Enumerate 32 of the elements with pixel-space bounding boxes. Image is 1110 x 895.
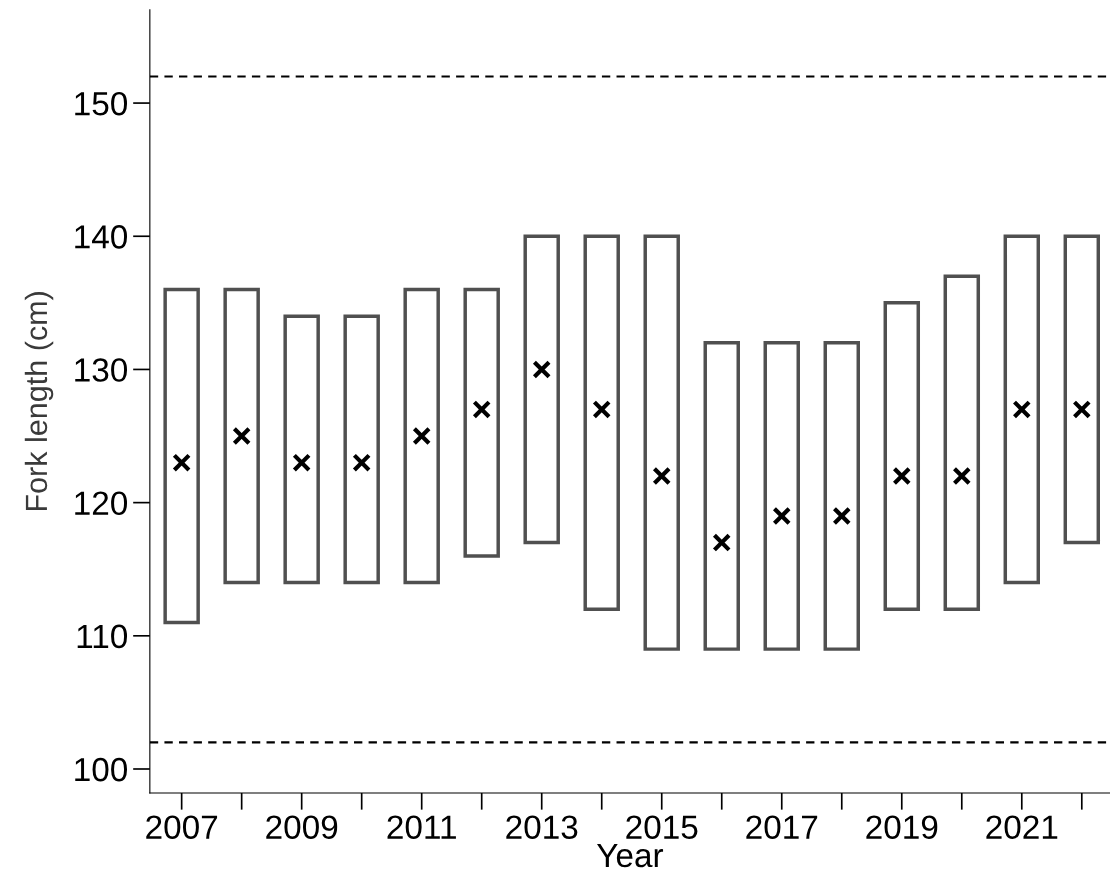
y-axis-title: Fork length (cm) <box>24 292 54 511</box>
point <box>952 466 972 486</box>
x-tick-label: 2021 <box>986 815 1058 839</box>
x-tick-label: 2017 <box>746 815 818 839</box>
point <box>592 400 612 419</box>
x-tick-label: 2015 <box>626 815 698 839</box>
point <box>652 466 672 486</box>
point <box>172 453 192 473</box>
y-tick-label: 100 <box>75 757 128 782</box>
y-tick-label: 150 <box>75 91 128 116</box>
point <box>292 453 312 473</box>
y-tick-label: 110 <box>77 624 128 649</box>
point <box>1072 400 1092 419</box>
point <box>352 453 372 473</box>
y-tick-label: 130 <box>75 358 128 382</box>
y-tick-label: 120 <box>75 491 128 516</box>
point <box>472 400 492 419</box>
x-tick-label: 2011 <box>387 815 456 839</box>
x-tick-label: 2019 <box>866 815 938 839</box>
point <box>832 506 852 526</box>
point <box>892 466 912 486</box>
point <box>232 426 252 446</box>
point <box>1012 400 1032 419</box>
point <box>712 533 732 552</box>
y-tick-label: 140 <box>75 225 128 249</box>
point <box>772 506 792 526</box>
x-tick-label: 2009 <box>266 815 338 839</box>
x-tick-label: 2013 <box>506 815 578 839</box>
x-axis-title: Year <box>596 844 664 868</box>
point <box>532 360 552 379</box>
x-tick-label: 2007 <box>146 815 218 839</box>
point <box>412 426 432 446</box>
